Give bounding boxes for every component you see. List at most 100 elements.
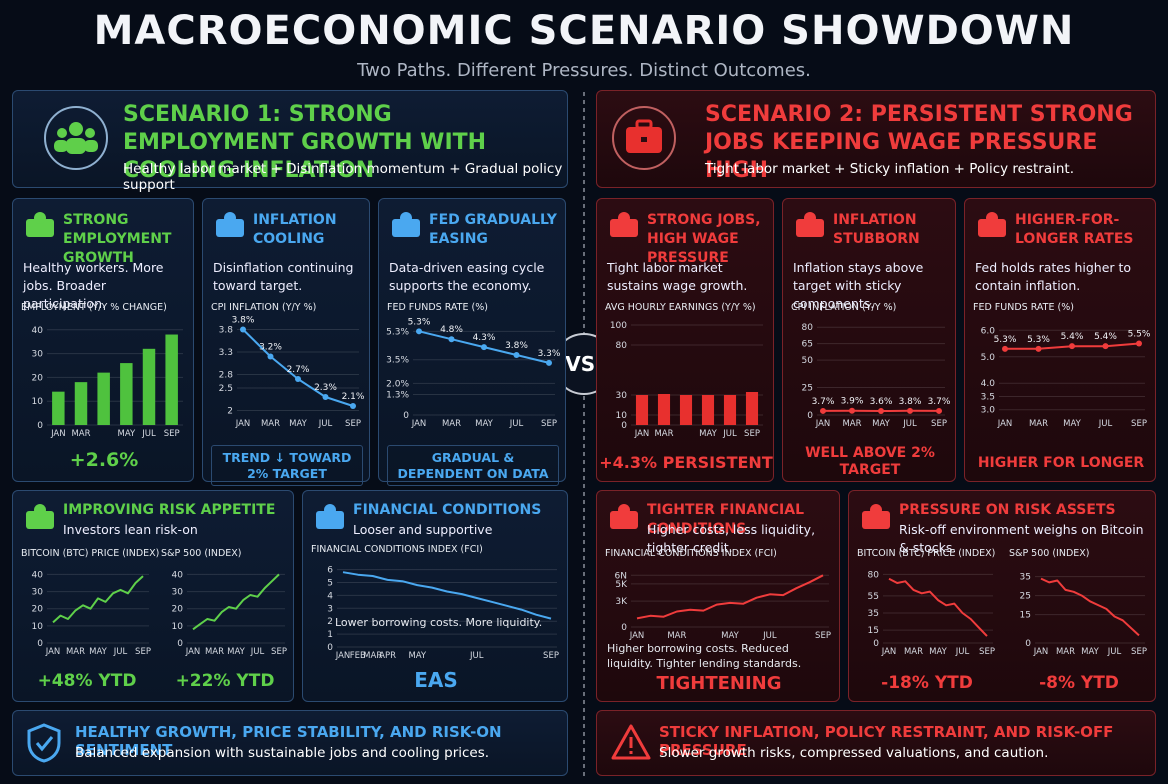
value-label: 5.5% xyxy=(1128,330,1151,340)
y-tick-label: 3.8 xyxy=(219,326,234,336)
x-tick-label: MAY xyxy=(929,647,947,657)
x-tick-label: MAR xyxy=(842,419,861,429)
x-tick-label: JUL xyxy=(250,647,265,657)
y-tick-label: 30 xyxy=(172,588,184,598)
line xyxy=(192,573,280,631)
card-text: Fed holds rates higher to contain inflat… xyxy=(975,260,1132,293)
y-tick-label: 0 xyxy=(327,643,333,653)
card-result: +4.3% PERSISTENT xyxy=(599,453,773,472)
y-tick-label: 3K xyxy=(615,597,628,607)
line xyxy=(1040,577,1140,637)
chart: CPI INFLATION (Y/Y %) 2 2.5 2.8 3.3 3.8 JAN MAR… xyxy=(211,302,365,429)
card-note: Higher borrowing costs. Reduced liquidit… xyxy=(607,642,802,670)
bar xyxy=(679,395,693,425)
y-tick-label: 0 xyxy=(403,411,409,421)
value-label: 5.4% xyxy=(1061,332,1084,342)
card: HIGHER-FOR-LONGER RATES Fed holds rates h… xyxy=(964,198,1156,482)
x-tick-label: SEP xyxy=(979,647,995,657)
card-icon xyxy=(26,504,54,529)
x-tick-label: MAR xyxy=(205,647,224,657)
card-text: Healthy workers. More jobs. Broader part… xyxy=(23,260,164,311)
chart-title: S&P 500 (INDEX) xyxy=(1009,548,1090,559)
card-text: Risk-off environment weighs on Bitcoin &… xyxy=(899,522,1144,555)
x-tick-label: MAY xyxy=(89,647,107,657)
card-result: TREND ↓ TOWARD 2% TARGET xyxy=(211,445,363,486)
value-label: 3.8% xyxy=(232,316,255,326)
icon-shape xyxy=(392,219,420,237)
x-tick-label: MAY xyxy=(1081,647,1099,657)
x-tick-label: MAR xyxy=(654,429,673,439)
card-result: -8% YTD xyxy=(1039,673,1119,693)
x-tick-label: JUL xyxy=(469,651,484,661)
y-tick-label: 0 xyxy=(37,421,43,431)
y-tick-label: 5 xyxy=(327,578,333,588)
x-tick-label: MAR xyxy=(667,631,686,641)
scenario-2-header: SCENARIO 2: PERSISTENT STRONG JOBS KEEPI… xyxy=(596,90,1156,188)
icon-shape xyxy=(26,511,54,529)
x-tick-label: SEP xyxy=(271,647,287,657)
people-icon xyxy=(44,106,108,170)
y-tick-label: 40 xyxy=(172,570,184,580)
x-tick-label: JAN xyxy=(411,419,427,429)
y-tick-label: 3.3 xyxy=(219,348,233,358)
line xyxy=(636,574,824,620)
y-tick-label: 50 xyxy=(802,356,814,366)
chart: S&P 500 (INDEX) 0 10 20 30 40 JAN MAR MAY JUL SEP xyxy=(161,548,287,657)
y-tick-label: 2.5 xyxy=(219,384,233,394)
y-tick-label: 0 xyxy=(873,639,879,649)
point xyxy=(513,352,520,358)
bar xyxy=(52,391,65,425)
summary-text: Slower growth risks, compressed valuatio… xyxy=(659,745,1049,761)
y-tick-label: 5K xyxy=(615,580,628,590)
bar xyxy=(723,395,737,425)
value-label: 5.3% xyxy=(408,317,431,327)
y-tick-label: 80 xyxy=(868,570,880,580)
x-tick-label: MAY xyxy=(721,631,739,641)
y-tick-label: 2.0% xyxy=(386,379,409,389)
value-label: 4.3% xyxy=(473,333,496,343)
x-tick-label: JAN xyxy=(815,419,831,429)
y-tick-label: 0 xyxy=(1025,639,1031,649)
x-tick-label: SEP xyxy=(931,419,947,429)
point xyxy=(322,394,329,400)
icon-shape xyxy=(34,504,46,516)
value-label: 4.8% xyxy=(440,325,463,335)
point xyxy=(416,328,422,335)
card-title: IMPROVING RISK APPETITE xyxy=(63,502,276,518)
y-tick-label: 35 xyxy=(1020,573,1031,583)
y-tick-label: 20 xyxy=(172,605,184,615)
card-title: INFLATION STUBBORN xyxy=(833,212,920,247)
point xyxy=(849,407,855,414)
x-tick-label: MAR xyxy=(261,419,280,429)
card-result: +22% YTD xyxy=(175,671,275,691)
icon-shape xyxy=(610,511,638,529)
bar xyxy=(745,392,759,425)
y-tick-label: 10 xyxy=(172,622,184,632)
y-tick-label: 80 xyxy=(616,341,628,351)
point xyxy=(1136,340,1142,347)
point xyxy=(1102,343,1109,350)
icon-shape xyxy=(618,212,630,224)
point xyxy=(878,408,884,415)
y-tick-label: 25 xyxy=(802,384,813,394)
chart-title: EMPLOYMENT (Y/Y % CHANGE) xyxy=(21,302,167,313)
x-tick-label: JUL xyxy=(1107,647,1122,657)
chart-title: BITCOIN (BTC) PRICE (INDEX) xyxy=(21,548,159,559)
summary-text: Balanced expansion with sustainable jobs… xyxy=(75,745,490,761)
y-tick-label: 35 xyxy=(868,609,879,619)
x-tick-label: MAY xyxy=(117,429,135,439)
card-title: FINANCIAL CONDITIONS xyxy=(353,502,542,518)
x-tick-label: SEP xyxy=(744,429,760,439)
bar xyxy=(97,372,110,425)
card: IMPROVING RISK APPETITE Investors lean ri… xyxy=(12,490,294,702)
point xyxy=(350,403,356,409)
y-tick-label: 80 xyxy=(802,323,814,333)
card-icon xyxy=(392,212,420,237)
card-text: Investors lean risk-on xyxy=(63,522,198,537)
x-tick-label: MAR xyxy=(363,651,382,661)
card-icon xyxy=(26,212,54,237)
point xyxy=(907,407,913,414)
bar xyxy=(120,363,133,425)
